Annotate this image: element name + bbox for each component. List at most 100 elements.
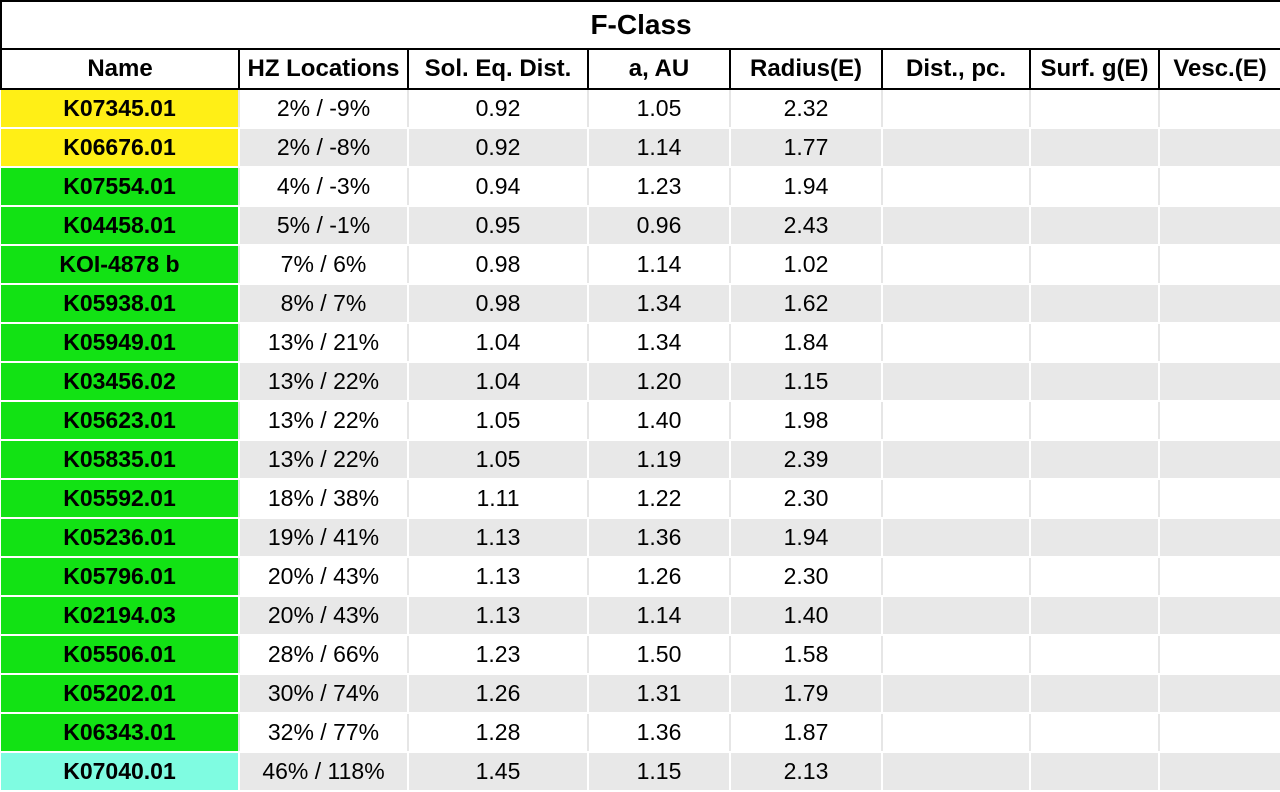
radius-cell[interactable]: 2.30 [730, 479, 883, 519]
hz-location-cell[interactable]: 20% / 43% [239, 557, 409, 597]
surface-gravity-cell[interactable] [1030, 596, 1160, 636]
sol-eq-dist-cell[interactable]: 1.13 [408, 518, 589, 558]
distance-cell[interactable] [882, 401, 1031, 441]
radius-cell[interactable]: 1.15 [730, 362, 883, 402]
surface-gravity-cell[interactable] [1030, 635, 1160, 675]
name-cell[interactable]: K05938.01 [1, 284, 240, 324]
semi-major-axis-cell[interactable]: 0.96 [588, 206, 731, 246]
radius-cell[interactable]: 2.30 [730, 557, 883, 597]
escape-velocity-cell[interactable] [1159, 128, 1280, 168]
semi-major-axis-cell[interactable]: 1.20 [588, 362, 731, 402]
radius-cell[interactable]: 1.77 [730, 128, 883, 168]
distance-cell[interactable] [882, 635, 1031, 675]
surface-gravity-cell[interactable] [1030, 752, 1160, 792]
name-cell[interactable]: K05623.01 [1, 401, 240, 441]
surface-gravity-cell[interactable] [1030, 284, 1160, 324]
sol-eq-dist-cell[interactable]: 1.28 [408, 713, 589, 753]
semi-major-axis-cell[interactable]: 1.36 [588, 713, 731, 753]
escape-velocity-cell[interactable] [1159, 401, 1280, 441]
hz-location-cell[interactable]: 13% / 22% [239, 440, 409, 480]
distance-cell[interactable] [882, 323, 1031, 363]
semi-major-axis-cell[interactable]: 1.14 [588, 128, 731, 168]
distance-cell[interactable] [882, 284, 1031, 324]
sol-eq-dist-cell[interactable]: 0.92 [408, 89, 589, 129]
hz-location-cell[interactable]: 2% / -9% [239, 89, 409, 129]
hz-location-cell[interactable]: 7% / 6% [239, 245, 409, 285]
radius-cell[interactable]: 2.39 [730, 440, 883, 480]
name-cell[interactable]: K05202.01 [1, 674, 240, 714]
distance-cell[interactable] [882, 557, 1031, 597]
name-cell[interactable]: K05592.01 [1, 479, 240, 519]
radius-cell[interactable]: 1.79 [730, 674, 883, 714]
radius-cell[interactable]: 1.87 [730, 713, 883, 753]
distance-cell[interactable] [882, 518, 1031, 558]
name-cell[interactable]: K03456.02 [1, 362, 240, 402]
surface-gravity-cell[interactable] [1030, 167, 1160, 207]
semi-major-axis-cell[interactable]: 1.26 [588, 557, 731, 597]
hz-location-cell[interactable]: 13% / 21% [239, 323, 409, 363]
semi-major-axis-cell[interactable]: 1.15 [588, 752, 731, 792]
sol-eq-dist-cell[interactable]: 1.45 [408, 752, 589, 792]
semi-major-axis-cell[interactable]: 1.50 [588, 635, 731, 675]
surface-gravity-cell[interactable] [1030, 362, 1160, 402]
sol-eq-dist-cell[interactable]: 1.13 [408, 557, 589, 597]
escape-velocity-cell[interactable] [1159, 557, 1280, 597]
sol-eq-dist-cell[interactable]: 0.98 [408, 245, 589, 285]
header-dist-pc[interactable]: Dist., pc. [881, 48, 1031, 90]
sol-eq-dist-cell[interactable]: 1.04 [408, 362, 589, 402]
escape-velocity-cell[interactable] [1159, 635, 1280, 675]
sol-eq-dist-cell[interactable]: 1.04 [408, 323, 589, 363]
surface-gravity-cell[interactable] [1030, 713, 1160, 753]
distance-cell[interactable] [882, 362, 1031, 402]
hz-location-cell[interactable]: 30% / 74% [239, 674, 409, 714]
header-sol-eq-dist[interactable]: Sol. Eq. Dist. [407, 48, 589, 90]
sol-eq-dist-cell[interactable]: 1.05 [408, 440, 589, 480]
radius-cell[interactable]: 1.58 [730, 635, 883, 675]
semi-major-axis-cell[interactable]: 1.40 [588, 401, 731, 441]
distance-cell[interactable] [882, 128, 1031, 168]
hz-location-cell[interactable]: 13% / 22% [239, 401, 409, 441]
sol-eq-dist-cell[interactable]: 1.11 [408, 479, 589, 519]
name-cell[interactable]: KOI-4878 b [1, 245, 240, 285]
name-cell[interactable]: K05796.01 [1, 557, 240, 597]
surface-gravity-cell[interactable] [1030, 206, 1160, 246]
semi-major-axis-cell[interactable]: 1.23 [588, 167, 731, 207]
semi-major-axis-cell[interactable]: 1.31 [588, 674, 731, 714]
escape-velocity-cell[interactable] [1159, 323, 1280, 363]
radius-cell[interactable]: 2.13 [730, 752, 883, 792]
semi-major-axis-cell[interactable]: 1.19 [588, 440, 731, 480]
escape-velocity-cell[interactable] [1159, 245, 1280, 285]
name-cell[interactable]: K05949.01 [1, 323, 240, 363]
hz-location-cell[interactable]: 28% / 66% [239, 635, 409, 675]
sol-eq-dist-cell[interactable]: 0.92 [408, 128, 589, 168]
sol-eq-dist-cell[interactable]: 1.05 [408, 401, 589, 441]
distance-cell[interactable] [882, 596, 1031, 636]
semi-major-axis-cell[interactable]: 1.05 [588, 89, 731, 129]
radius-cell[interactable]: 2.43 [730, 206, 883, 246]
escape-velocity-cell[interactable] [1159, 518, 1280, 558]
distance-cell[interactable] [882, 440, 1031, 480]
hz-location-cell[interactable]: 20% / 43% [239, 596, 409, 636]
surface-gravity-cell[interactable] [1030, 323, 1160, 363]
distance-cell[interactable] [882, 674, 1031, 714]
name-cell[interactable]: K02194.03 [1, 596, 240, 636]
escape-velocity-cell[interactable] [1159, 284, 1280, 324]
semi-major-axis-cell[interactable]: 1.14 [588, 596, 731, 636]
surface-gravity-cell[interactable] [1030, 245, 1160, 285]
header-name[interactable]: Name [0, 48, 240, 90]
name-cell[interactable]: K06676.01 [1, 128, 240, 168]
escape-velocity-cell[interactable] [1159, 752, 1280, 792]
radius-cell[interactable]: 1.02 [730, 245, 883, 285]
radius-cell[interactable]: 1.94 [730, 518, 883, 558]
name-cell[interactable]: K05835.01 [1, 440, 240, 480]
hz-location-cell[interactable]: 46% / 118% [239, 752, 409, 792]
hz-location-cell[interactable]: 2% / -8% [239, 128, 409, 168]
sol-eq-dist-cell[interactable]: 1.23 [408, 635, 589, 675]
semi-major-axis-cell[interactable]: 1.22 [588, 479, 731, 519]
hz-location-cell[interactable]: 5% / -1% [239, 206, 409, 246]
escape-velocity-cell[interactable] [1159, 362, 1280, 402]
sol-eq-dist-cell[interactable]: 0.94 [408, 167, 589, 207]
surface-gravity-cell[interactable] [1030, 674, 1160, 714]
name-cell[interactable]: K05506.01 [1, 635, 240, 675]
escape-velocity-cell[interactable] [1159, 440, 1280, 480]
